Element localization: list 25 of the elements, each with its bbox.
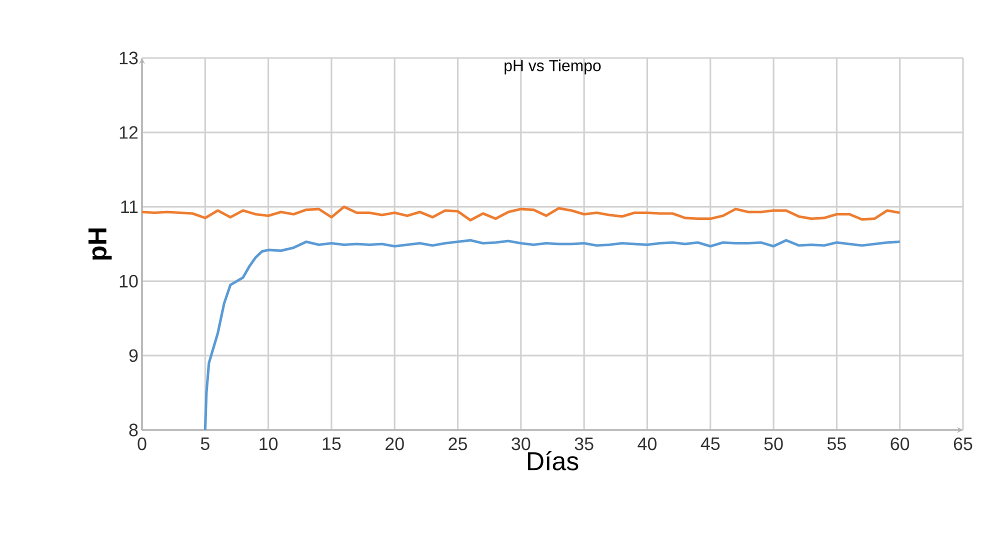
y-tick-label: 9 [129,349,138,362]
y-axis-title: pH [88,228,112,260]
y-tick-label: 13 [120,52,138,64]
y-tick-label: 8 [129,424,138,436]
x-tick-label: 35 [574,437,594,450]
x-tick-label: 65 [954,437,972,450]
x-tick-label: 0 [138,437,146,450]
x-tick-label: 60 [890,437,910,450]
x-tick-label: 40 [638,437,657,450]
x-tick-label: 45 [700,438,720,450]
line-series [140,206,902,222]
y-tick-label: 12 [120,126,138,139]
x-tick-label: 15 [322,438,341,450]
x-tick-label: 55 [827,438,846,450]
x-tick-label: 10 [260,437,278,450]
x-axis-title: Días [528,451,578,470]
x-tick-label: 30 [512,437,530,450]
x-tick-label: 20 [386,437,404,450]
x-tick-label: 5 [200,438,210,450]
x-tick-label: 50 [764,437,783,450]
chart-title: pH vs Tiempo [504,60,601,74]
y-tick-label: 11 [121,200,138,213]
line-series [204,238,902,432]
x-tick-label: 25 [448,437,467,450]
y-tick-label: 10 [120,274,138,288]
